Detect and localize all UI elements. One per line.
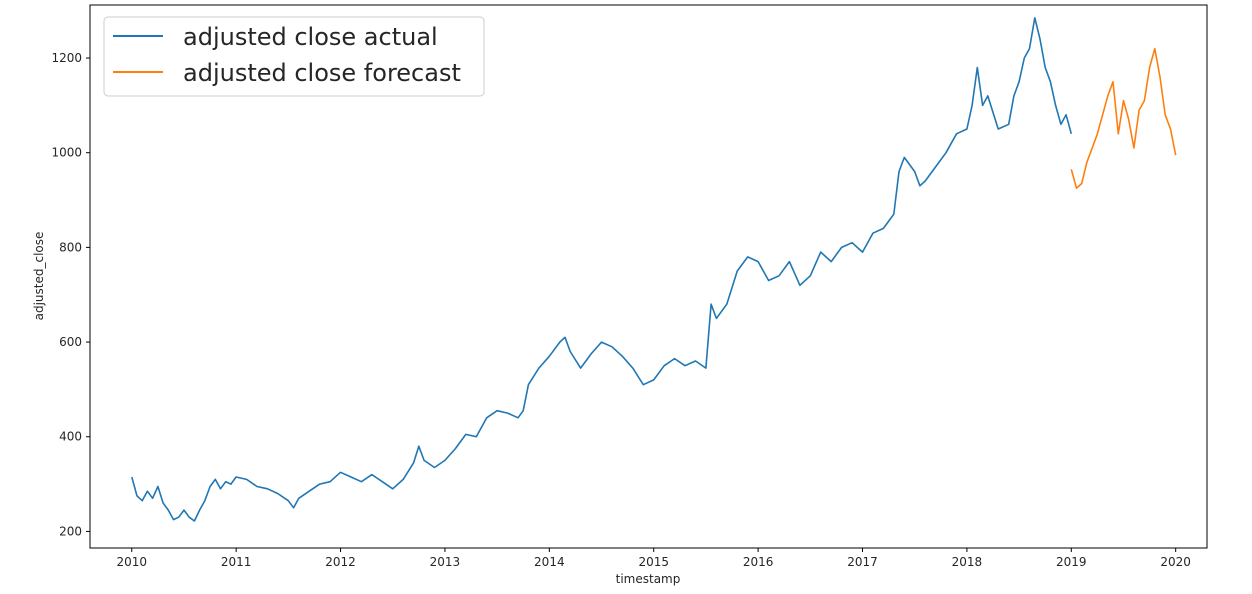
- legend-label-forecast: adjusted close forecast: [183, 59, 461, 87]
- x-tick-label: 2011: [221, 555, 252, 569]
- y-axis-label: adjusted_close: [32, 232, 46, 321]
- legend-label-actual: adjusted close actual: [183, 23, 438, 51]
- y-tick-label: 400: [59, 430, 82, 444]
- y-tick-label: 1000: [51, 146, 82, 160]
- x-tick-label: 2012: [325, 555, 356, 569]
- x-tick-label: 2010: [116, 555, 147, 569]
- x-tick-label: 2015: [638, 555, 669, 569]
- x-tick-label: 2020: [1160, 555, 1191, 569]
- x-tick-label: 2019: [1056, 555, 1087, 569]
- series-line-actual: [131, 16, 1073, 522]
- x-axis-ticks: 2010 2011 2012 2013 2014 2015 2016 2017 2018 2019…: [116, 548, 1191, 569]
- x-axis-label: timestamp: [616, 572, 681, 586]
- y-tick-label: 600: [59, 335, 82, 349]
- legend: adjusted close actual adjusted close for…: [103, 16, 485, 97]
- x-tick-label: 2017: [847, 555, 878, 569]
- y-tick-label: 1200: [51, 51, 82, 65]
- x-tick-label: 2014: [534, 555, 565, 569]
- legend-box: [103, 16, 485, 97]
- x-tick-label: 2013: [430, 555, 461, 569]
- x-tick-label: 2016: [743, 555, 774, 569]
- x-tick-label: 2018: [952, 555, 983, 569]
- series-line-forecast: [1070, 47, 1177, 189]
- y-tick-label: 200: [59, 524, 82, 538]
- series-group: [131, 16, 1177, 522]
- y-tick-label: 800: [59, 240, 82, 254]
- y-axis-ticks: 200 400 600 800 1000 1200: [51, 51, 90, 538]
